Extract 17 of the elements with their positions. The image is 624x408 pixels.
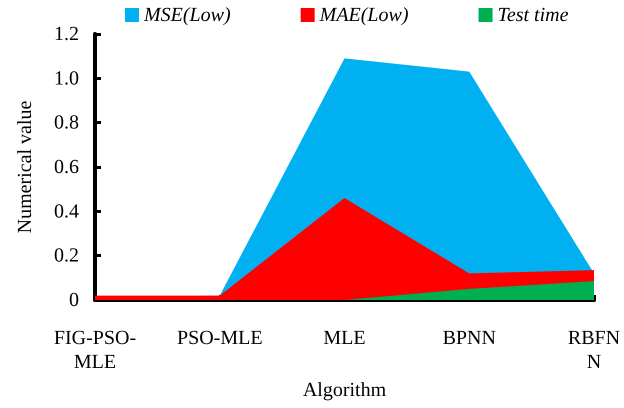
legend-label: MAE(Low) (318, 4, 409, 26)
x-tick-label: MLE (323, 327, 366, 349)
x-tick-label: FIG-PSO-MLE (54, 327, 136, 373)
y-tick-label: 0.6 (54, 156, 79, 178)
y-tick-label: 0.4 (54, 200, 79, 222)
x-axis-title: Algorithm (302, 379, 387, 401)
y-tick-label: 1.0 (54, 67, 79, 90)
x-tick-label: PSO-MLE (176, 327, 263, 349)
y-tick-label: 0 (69, 289, 79, 311)
x-tick-label: BPNN (442, 327, 496, 349)
y-tick-label: 0.2 (54, 244, 79, 267)
y-axis-title: Numerical value (14, 100, 36, 234)
y-tick-label: 1.2 (54, 23, 79, 45)
legend-label: Test time (498, 4, 569, 26)
y-tick-label: 0.8 (54, 112, 79, 134)
legend-label: MSE(Low) (143, 4, 231, 26)
x-tick-label: RBFNN (568, 327, 620, 373)
